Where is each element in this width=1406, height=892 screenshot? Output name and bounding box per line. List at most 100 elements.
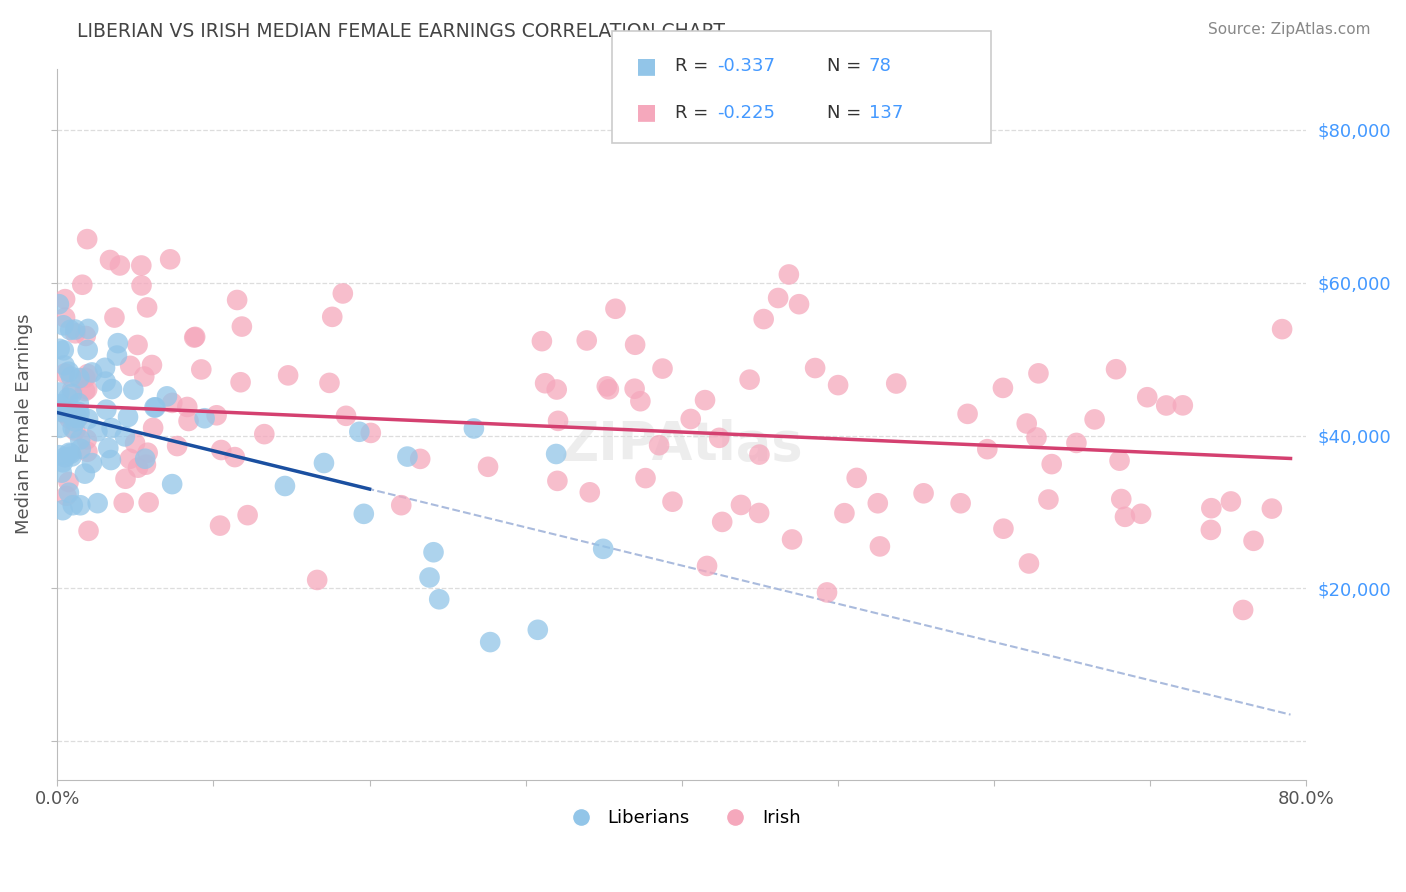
Point <box>226 293 249 307</box>
Point <box>58 475 80 489</box>
Point <box>209 443 232 458</box>
Point <box>53 407 76 421</box>
Point <box>190 362 212 376</box>
Point <box>253 427 276 442</box>
Point <box>389 498 412 512</box>
Point <box>114 429 136 443</box>
Point <box>120 359 142 373</box>
Point <box>194 411 217 425</box>
Point <box>1109 491 1132 506</box>
Point <box>578 485 600 500</box>
Point <box>274 479 297 493</box>
Text: R =: R = <box>675 103 714 121</box>
Point <box>1130 507 1153 521</box>
Point <box>1108 453 1130 467</box>
Point <box>575 334 598 348</box>
Point <box>63 414 86 428</box>
Point <box>1171 398 1194 412</box>
Point <box>463 421 485 435</box>
Point <box>69 406 91 420</box>
Point <box>124 436 146 450</box>
Point <box>112 496 135 510</box>
Point <box>321 310 343 324</box>
Point <box>58 365 80 379</box>
Point <box>62 421 84 435</box>
Text: LIBERIAN VS IRISH MEDIAN FEMALE EARNINGS CORRELATION CHART: LIBERIAN VS IRISH MEDIAN FEMALE EARNINGS… <box>77 22 725 41</box>
Point <box>546 474 568 488</box>
Point <box>427 592 450 607</box>
Point <box>1219 494 1241 508</box>
Point <box>66 411 89 425</box>
Point <box>97 441 120 455</box>
Point <box>131 278 153 293</box>
Point <box>205 409 228 423</box>
Point <box>94 375 117 389</box>
Point <box>766 291 789 305</box>
Point <box>1015 417 1038 431</box>
Point <box>118 451 141 466</box>
Point <box>60 369 83 384</box>
Text: ■: ■ <box>636 56 657 77</box>
Point <box>59 323 82 337</box>
Point <box>48 385 70 400</box>
Point <box>101 382 124 396</box>
Point <box>360 425 382 440</box>
Point <box>815 585 838 599</box>
Point <box>51 466 73 480</box>
Point <box>1114 509 1136 524</box>
Point <box>127 460 149 475</box>
Point <box>52 318 75 333</box>
Point <box>318 376 340 390</box>
Point <box>67 396 90 410</box>
Point <box>98 252 121 267</box>
Point <box>184 330 207 344</box>
Point <box>77 322 100 336</box>
Point <box>949 496 972 510</box>
Point <box>976 442 998 457</box>
Point <box>72 277 94 292</box>
Point <box>69 442 91 456</box>
Point <box>62 409 84 424</box>
Point <box>138 495 160 509</box>
Point <box>738 373 761 387</box>
Point <box>48 297 70 311</box>
Point <box>77 524 100 538</box>
Point <box>277 368 299 383</box>
Point <box>869 540 891 554</box>
Text: 137: 137 <box>869 103 903 121</box>
Point <box>409 451 432 466</box>
Point <box>231 319 253 334</box>
Point <box>145 401 167 415</box>
Point <box>651 361 673 376</box>
Point <box>866 496 889 510</box>
Point <box>100 421 122 435</box>
Point <box>991 381 1014 395</box>
Point <box>1243 533 1265 548</box>
Point <box>86 425 108 439</box>
Point <box>131 259 153 273</box>
Point <box>73 467 96 481</box>
Point <box>141 358 163 372</box>
Point <box>60 450 83 464</box>
Point <box>546 383 568 397</box>
Point <box>166 439 188 453</box>
Point <box>52 405 75 419</box>
Point <box>534 376 557 391</box>
Point <box>884 376 907 391</box>
Point <box>105 349 128 363</box>
Point <box>1201 501 1223 516</box>
Y-axis label: Median Female Earnings: Median Female Earnings <box>15 314 32 534</box>
Point <box>65 408 87 422</box>
Point <box>76 232 98 246</box>
Point <box>76 383 98 397</box>
Point <box>53 359 76 373</box>
Point <box>693 393 716 408</box>
Point <box>52 343 75 358</box>
Point <box>108 259 131 273</box>
Point <box>127 338 149 352</box>
Point <box>53 403 76 417</box>
Point <box>76 444 98 458</box>
Point <box>623 382 645 396</box>
Point <box>58 485 80 500</box>
Point <box>73 384 96 398</box>
